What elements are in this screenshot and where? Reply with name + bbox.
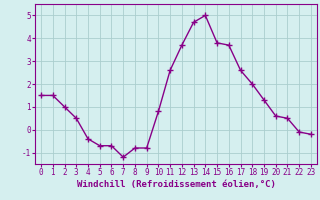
- X-axis label: Windchill (Refroidissement éolien,°C): Windchill (Refroidissement éolien,°C): [76, 180, 276, 189]
